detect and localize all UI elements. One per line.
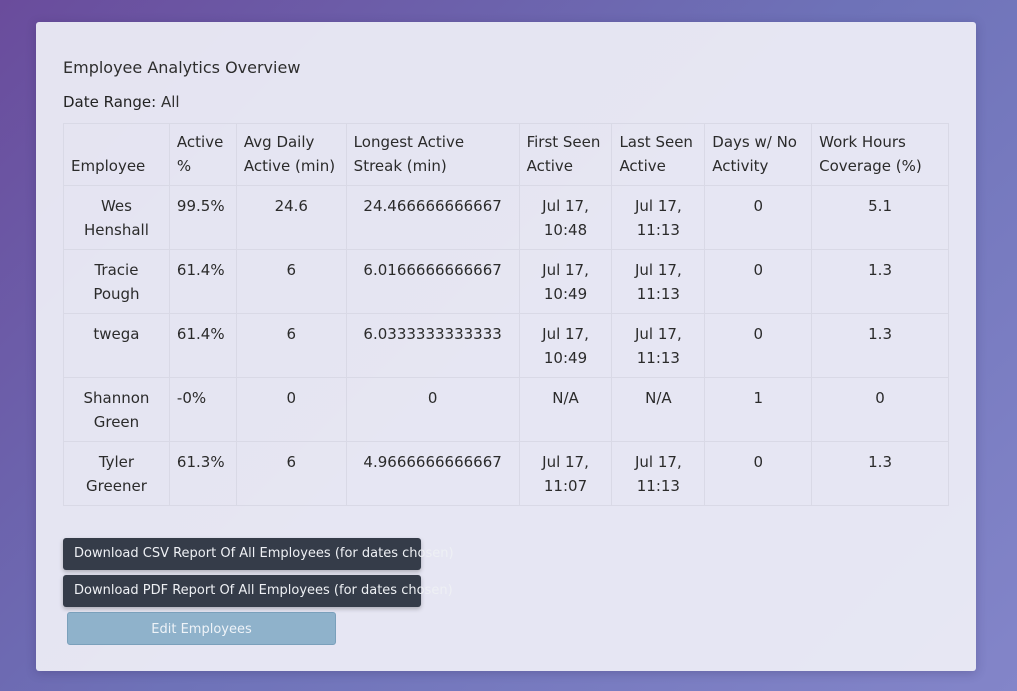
last-seen-cell: Jul 17, 11:13 xyxy=(611,441,706,506)
days-no-activity-cell: 0 xyxy=(704,313,813,378)
last-seen-cell: N/A xyxy=(611,377,706,442)
work-hours-coverage-cell: 1.3 xyxy=(811,441,949,506)
column-header: Employee xyxy=(63,123,170,186)
column-header: Work Hours Coverage (%) xyxy=(811,123,949,186)
work-hours-coverage-cell: 5.1 xyxy=(811,185,949,250)
longest-streak-cell: 4.9666666666667 xyxy=(345,441,520,506)
table-row: Tracie Pough 61.4% 6 6.0166666666667 Jul… xyxy=(63,249,949,314)
avg-daily-active-cell: 0 xyxy=(235,377,347,442)
table-row: twega 61.4% 6 6.0333333333333 Jul 17, 10… xyxy=(63,313,949,378)
employee-name-cell: Tyler Greener xyxy=(63,441,170,506)
first-seen-cell: Jul 17, 11:07 xyxy=(518,441,613,506)
longest-streak-cell: 24.466666666667 xyxy=(345,185,520,250)
active-percent-cell: 99.5% xyxy=(168,185,237,250)
table-row: Wes Henshall 99.5% 24.6 24.466666666667 … xyxy=(63,185,949,250)
days-no-activity-cell: 0 xyxy=(704,249,813,314)
longest-streak-cell: 0 xyxy=(345,377,520,442)
table-row: Tyler Greener 61.3% 6 4.9666666666667 Ju… xyxy=(63,441,949,506)
first-seen-cell: Jul 17, 10:49 xyxy=(518,249,613,314)
column-header: Days w/ No Activity xyxy=(704,123,813,186)
edit-employees-button[interactable]: Edit Employees xyxy=(67,612,336,645)
days-no-activity-cell: 0 xyxy=(704,441,813,506)
employee-name-cell: Tracie Pough xyxy=(63,249,170,314)
employee-name-cell: twega xyxy=(63,313,170,378)
work-hours-coverage-cell: 0 xyxy=(811,377,949,442)
first-seen-cell: Jul 17, 10:49 xyxy=(518,313,613,378)
table-row: Shannon Green -0% 0 0 N/A N/A 1 0 xyxy=(63,377,949,442)
download-csv-button[interactable]: Download CSV Report Of All Employees (fo… xyxy=(63,538,454,570)
download-pdf-button[interactable]: Download PDF Report Of All Employees (fo… xyxy=(63,575,453,607)
employee-name-cell: Wes Henshall xyxy=(63,185,170,250)
column-header: Avg Daily Active (min) xyxy=(235,123,347,186)
avg-daily-active-cell: 24.6 xyxy=(235,185,347,250)
employee-analytics-table: Employee Active % Avg Daily Active (min)… xyxy=(63,123,949,506)
analytics-panel: Employee Analytics Overview Date Range: … xyxy=(36,22,976,671)
first-seen-cell: N/A xyxy=(518,377,613,442)
last-seen-cell: Jul 17, 11:13 xyxy=(611,313,706,378)
date-range: Date Range: All xyxy=(63,93,180,111)
days-no-activity-cell: 1 xyxy=(704,377,813,442)
days-no-activity-cell: 0 xyxy=(704,185,813,250)
column-header: First Seen Active xyxy=(518,123,613,186)
active-percent-cell: 61.3% xyxy=(168,441,237,506)
last-seen-cell: Jul 17, 11:13 xyxy=(611,185,706,250)
page-title: Employee Analytics Overview xyxy=(63,58,301,77)
last-seen-cell: Jul 17, 11:13 xyxy=(611,249,706,314)
date-range-value: All xyxy=(161,93,180,111)
column-header: Active % xyxy=(168,123,237,186)
column-header: Last Seen Active xyxy=(611,123,706,186)
active-percent-cell: 61.4% xyxy=(168,249,237,314)
avg-daily-active-cell: 6 xyxy=(235,441,347,506)
avg-daily-active-cell: 6 xyxy=(235,249,347,314)
avg-daily-active-cell: 6 xyxy=(235,313,347,378)
longest-streak-cell: 6.0333333333333 xyxy=(345,313,520,378)
column-header: Longest Active Streak (min) xyxy=(345,123,520,186)
longest-streak-cell: 6.0166666666667 xyxy=(345,249,520,314)
work-hours-coverage-cell: 1.3 xyxy=(811,313,949,378)
work-hours-coverage-cell: 1.3 xyxy=(811,249,949,314)
active-percent-cell: -0% xyxy=(168,377,237,442)
active-percent-cell: 61.4% xyxy=(168,313,237,378)
employee-name-cell: Shannon Green xyxy=(63,377,170,442)
first-seen-cell: Jul 17, 10:48 xyxy=(518,185,613,250)
table-header-row: Employee Active % Avg Daily Active (min)… xyxy=(63,123,949,186)
date-range-label: Date Range: xyxy=(63,93,157,111)
